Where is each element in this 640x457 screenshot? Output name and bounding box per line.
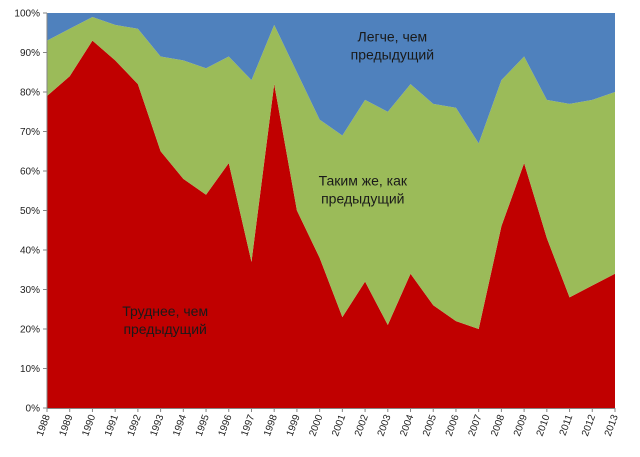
- x-tick-label: 1996: [217, 413, 235, 438]
- y-tick-label: 100%: [14, 9, 40, 20]
- y-tick-label: 70%: [20, 127, 40, 138]
- area-series-0: [47, 40, 615, 409]
- y-tick-label: 40%: [20, 246, 40, 257]
- area-label-line: предыдущий: [321, 190, 404, 206]
- y-tick-label: 20%: [20, 325, 40, 336]
- x-tick-label: 1999: [285, 413, 303, 438]
- x-tick-label: 2006: [444, 413, 462, 438]
- x-tick-label: 2002: [353, 413, 371, 438]
- x-tick-label: 2013: [603, 413, 621, 438]
- x-tick-label: 1995: [194, 413, 212, 438]
- x-axis-ticks: 1988 1989 1990 1991 1992 1993 1994 1995 1996 1997…: [35, 413, 621, 438]
- area-labels: Труднее, чем предыдущий Таким же, как преды…: [122, 28, 434, 337]
- x-tick-label: 2000: [308, 413, 326, 438]
- chart-areas: [47, 13, 615, 409]
- x-tick-label: 1994: [171, 413, 189, 438]
- x-tick-label: 2001: [330, 413, 348, 438]
- x-tick-label: 1997: [239, 413, 257, 438]
- y-tick-label: 50%: [20, 206, 40, 217]
- x-tick-label: 1991: [103, 413, 121, 438]
- y-tick-label: 60%: [20, 167, 40, 178]
- y-tick-label: 80%: [20, 88, 40, 99]
- x-tick-label: 2004: [398, 413, 416, 438]
- area-series-2: [47, 13, 615, 144]
- x-tick-label: 2005: [421, 413, 439, 438]
- x-tick-label: 1992: [126, 413, 144, 438]
- area-label-line: Труднее, чем: [122, 303, 208, 319]
- y-tick-label: 30%: [20, 285, 40, 296]
- x-tick-label: 1990: [80, 413, 98, 438]
- area-series-1: [47, 16, 615, 329]
- x-tick-label: 2012: [580, 413, 598, 438]
- x-tick-label: 1998: [262, 413, 280, 438]
- x-tick-label: 1988: [35, 413, 53, 438]
- y-tick-label: 10%: [20, 364, 40, 375]
- x-tick-label: 2003: [376, 413, 394, 438]
- y-axis-ticks: 0% 10% 20% 30% 40% 50% 60% 70% 80% 90% 100%: [14, 9, 40, 415]
- area-label-line: предыдущий: [351, 46, 434, 62]
- area-label-line: Легче, чем: [358, 28, 428, 44]
- x-tick-label: 2011: [558, 413, 576, 437]
- area-label-line: Таким же, как: [319, 172, 408, 188]
- area-label-line: предыдущий: [123, 321, 206, 337]
- y-tick-label: 90%: [20, 48, 40, 59]
- x-tick-label: 2007: [467, 413, 485, 438]
- chart-axes: [43, 12, 616, 412]
- x-tick-label: 2008: [489, 413, 507, 438]
- x-tick-label: 1993: [148, 413, 166, 438]
- y-tick-label: 0%: [26, 404, 41, 415]
- x-tick-label: 2010: [535, 413, 553, 438]
- x-tick-label: 1989: [58, 413, 76, 438]
- x-tick-label: 2009: [512, 413, 530, 438]
